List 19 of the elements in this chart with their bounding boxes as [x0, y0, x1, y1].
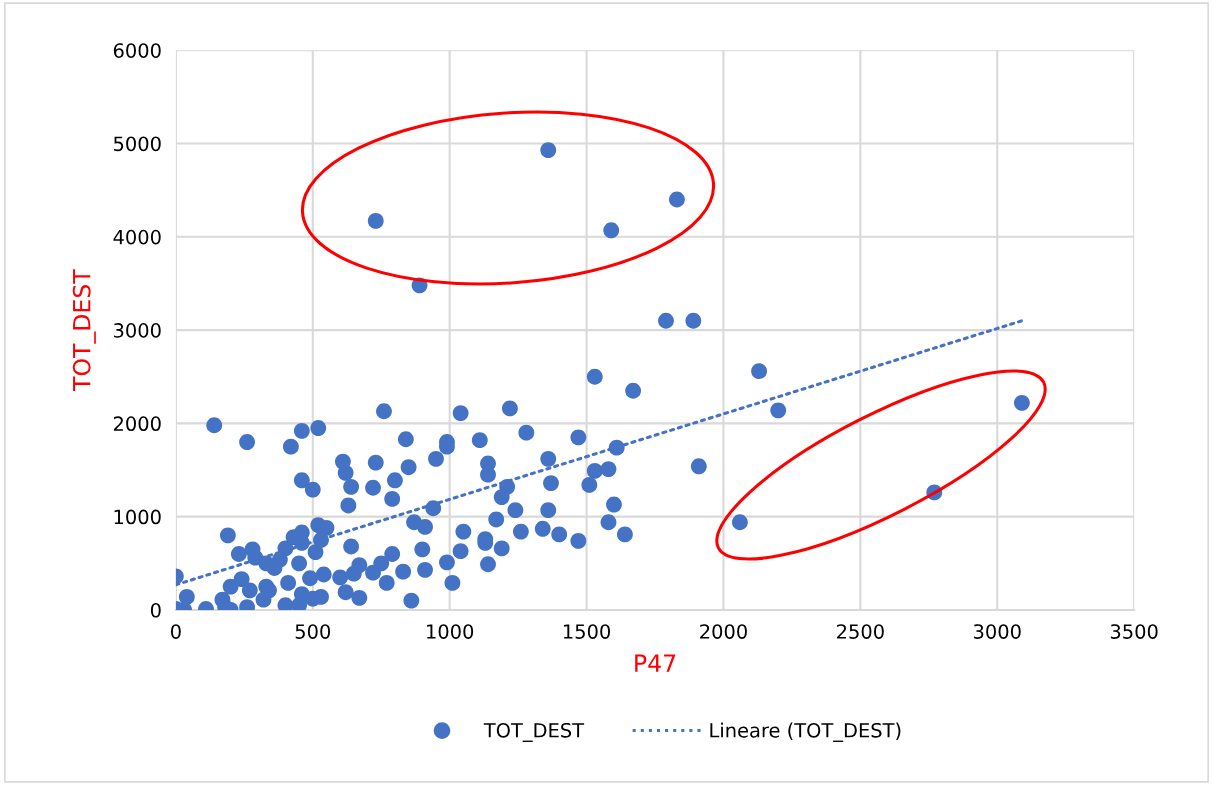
y-tick-label: 1000 — [114, 509, 161, 525]
y-tick-label: 6000 — [113, 43, 161, 58]
legend-label: TOT_DEST — [483, 722, 585, 742]
y-tick-label: 4000 — [113, 229, 161, 245]
x-tick-label: 3000 — [974, 624, 1021, 639]
x-tick-label: 500 — [295, 624, 331, 639]
legend-label: Lineare (TOT_DEST) — [710, 722, 901, 742]
y-axis-title: TOT_DEST — [72, 269, 96, 392]
x-tick-label: 3500 — [1110, 624, 1158, 639]
x-axis-title: P47 — [635, 654, 676, 672]
y-tick-label: 0 — [150, 602, 161, 618]
x-tick-label: 2000 — [700, 624, 747, 639]
y-tick-label: 3000 — [113, 323, 161, 338]
x-tick-label: 2500 — [837, 624, 884, 639]
y-tick-label: 5000 — [114, 136, 161, 152]
x-tick-label: 0 — [170, 624, 181, 639]
x-tick-label: 1000 — [427, 624, 474, 639]
x-tick-label: 1500 — [563, 624, 611, 639]
y-tick-label: 2000 — [113, 416, 161, 432]
